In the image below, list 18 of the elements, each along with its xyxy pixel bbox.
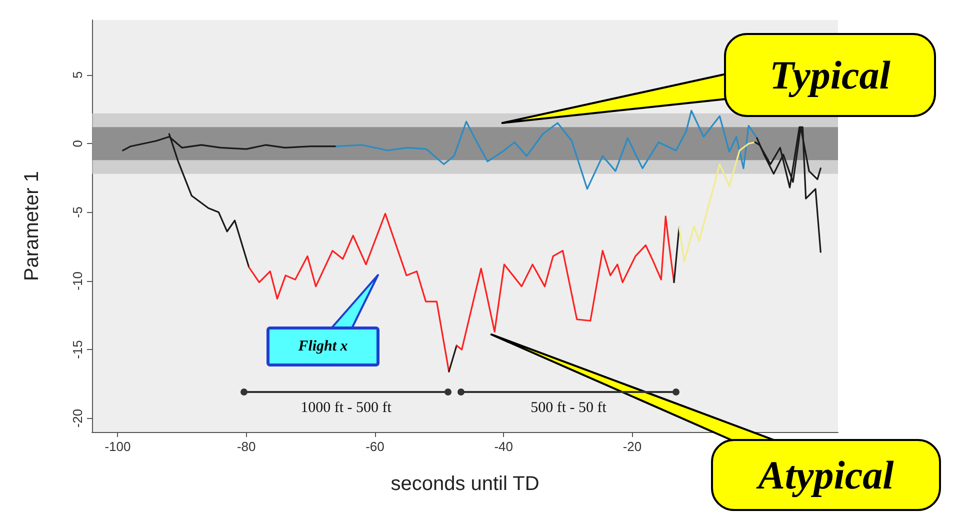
annotation: Typical <box>770 52 892 98</box>
y-tick-label: 0 <box>70 140 85 148</box>
x-tick-label: -40 <box>494 439 513 454</box>
y-tick-label: -10 <box>70 272 85 290</box>
y-axis-title: Parameter 1 <box>21 170 43 282</box>
annotation: Atypical <box>755 452 895 498</box>
annotation: Flight x <box>297 338 348 354</box>
annotation: 500 ft - 50 ft <box>530 400 608 416</box>
x-tick-label: -60 <box>366 439 384 454</box>
y-tick-label: -20 <box>70 408 85 428</box>
x-axis-title: seconds until TD <box>390 473 540 495</box>
x-tick-label: -100 <box>104 439 131 454</box>
x-tick-label: -80 <box>236 439 256 454</box>
y-tick-label: -5 <box>70 206 85 218</box>
y-tick-label: 5 <box>70 71 85 79</box>
x-tick-label: -20 <box>622 439 642 454</box>
annotation: 1000 ft - 500 ft <box>300 400 392 416</box>
y-tick-label: -15 <box>70 340 85 359</box>
